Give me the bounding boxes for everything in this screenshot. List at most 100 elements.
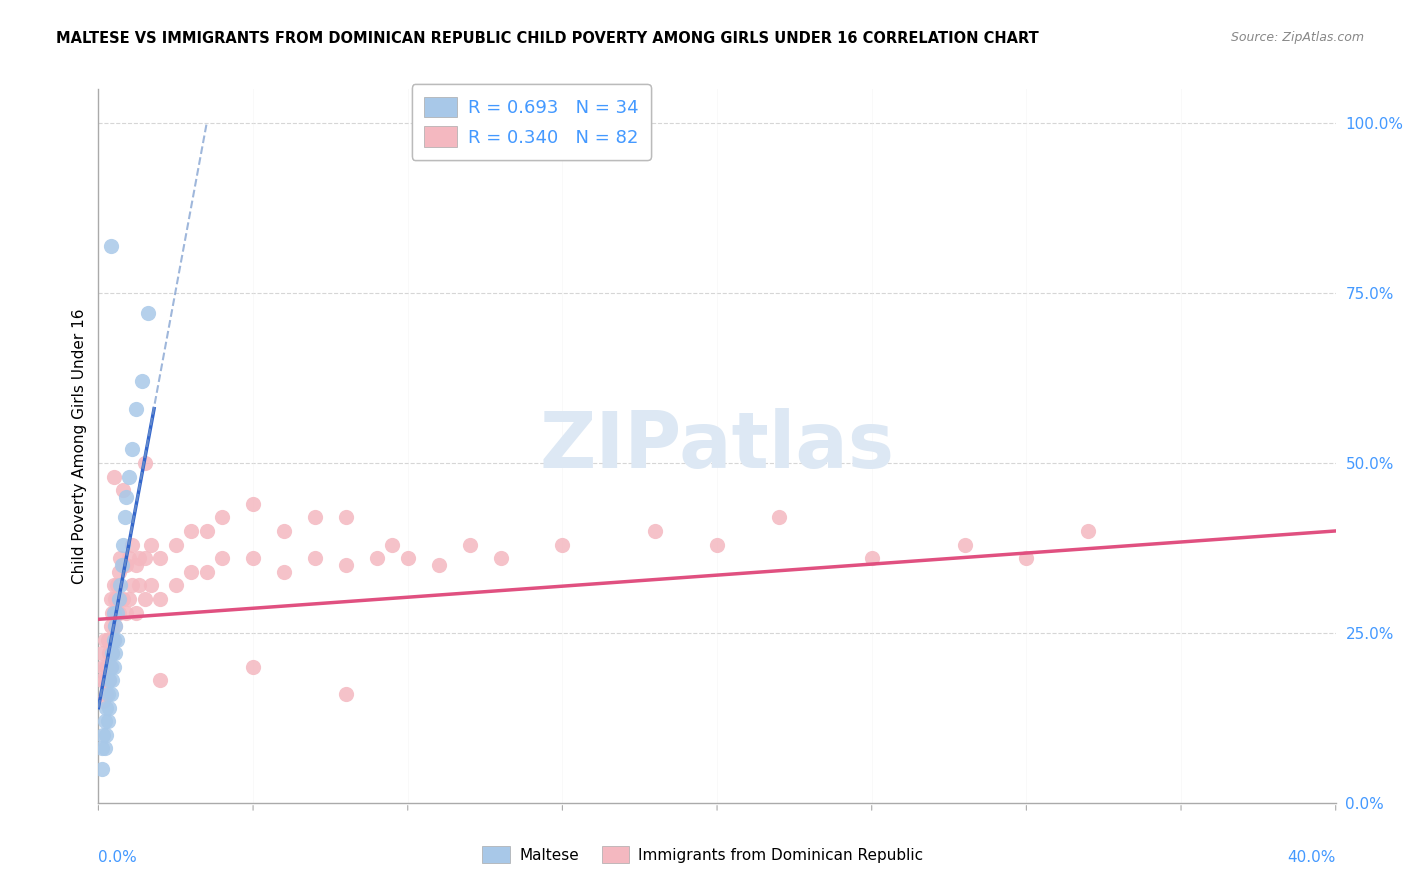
- Point: [489, 551, 512, 566]
- Point: [93, 673, 115, 688]
- Point: [112, 591, 135, 606]
- Point: [96, 687, 118, 701]
- Point: [98, 673, 121, 688]
- Point: [242, 497, 264, 511]
- Text: Source: ZipAtlas.com: Source: ZipAtlas.com: [1230, 31, 1364, 45]
- Point: [195, 524, 218, 538]
- Point: [100, 687, 122, 701]
- Point: [105, 578, 128, 592]
- Point: [195, 565, 218, 579]
- Point: [96, 660, 118, 674]
- Point: [90, 673, 112, 688]
- Point: [128, 551, 150, 566]
- Point: [101, 673, 124, 688]
- Point: [90, 762, 112, 776]
- Point: [103, 632, 125, 647]
- Point: [335, 687, 357, 701]
- Point: [111, 558, 134, 572]
- Point: [96, 700, 118, 714]
- Point: [180, 524, 202, 538]
- Text: 40.0%: 40.0%: [1288, 850, 1336, 865]
- Point: [107, 565, 129, 579]
- Point: [211, 510, 233, 524]
- Point: [427, 558, 450, 572]
- Point: [100, 660, 122, 674]
- Point: [101, 646, 124, 660]
- Point: [108, 551, 131, 566]
- Point: [273, 565, 295, 579]
- Point: [121, 442, 143, 457]
- Point: [115, 490, 138, 504]
- Point: [107, 606, 129, 620]
- Point: [121, 578, 143, 592]
- Point: [108, 578, 131, 592]
- Point: [124, 401, 146, 416]
- Point: [104, 591, 127, 606]
- Point: [93, 714, 115, 729]
- Point: [97, 660, 120, 674]
- Point: [366, 551, 388, 566]
- Text: ZIPatlas: ZIPatlas: [540, 408, 894, 484]
- Point: [118, 551, 141, 566]
- Point: [860, 551, 883, 566]
- Point: [103, 578, 125, 592]
- Point: [458, 537, 481, 551]
- Point: [124, 606, 146, 620]
- Point: [149, 551, 172, 566]
- Point: [91, 660, 114, 674]
- Point: [165, 537, 187, 551]
- Point: [100, 619, 122, 633]
- Y-axis label: Child Poverty Among Girls Under 16: Child Poverty Among Girls Under 16: [72, 309, 87, 583]
- Point: [112, 558, 135, 572]
- Point: [100, 660, 122, 674]
- Point: [149, 591, 172, 606]
- Point: [101, 646, 124, 660]
- Point: [396, 551, 419, 566]
- Point: [114, 510, 136, 524]
- Point: [134, 551, 156, 566]
- Point: [97, 632, 120, 647]
- Point: [107, 591, 129, 606]
- Point: [124, 558, 146, 572]
- Point: [103, 606, 125, 620]
- Point: [381, 537, 404, 551]
- Point: [242, 551, 264, 566]
- Point: [103, 660, 125, 674]
- Point: [103, 606, 125, 620]
- Point: [101, 606, 124, 620]
- Text: 0.0%: 0.0%: [98, 850, 138, 865]
- Point: [335, 558, 357, 572]
- Point: [90, 741, 112, 756]
- Point: [139, 578, 162, 592]
- Text: MALTESE VS IMMIGRANTS FROM DOMINICAN REPUBLIC CHILD POVERTY AMONG GIRLS UNDER 16: MALTESE VS IMMIGRANTS FROM DOMINICAN REP…: [56, 31, 1039, 46]
- Point: [304, 510, 326, 524]
- Point: [304, 551, 326, 566]
- Point: [134, 456, 156, 470]
- Point: [103, 469, 125, 483]
- Point: [104, 619, 127, 633]
- Point: [98, 646, 121, 660]
- Point: [180, 565, 202, 579]
- Point: [149, 673, 172, 688]
- Point: [121, 537, 143, 551]
- Point: [91, 694, 114, 708]
- Point: [118, 591, 141, 606]
- Point: [242, 660, 264, 674]
- Point: [139, 537, 162, 551]
- Point: [98, 700, 121, 714]
- Point: [105, 632, 128, 647]
- Point: [104, 619, 127, 633]
- Legend: R = 0.693   N = 34, R = 0.340   N = 82: R = 0.693 N = 34, R = 0.340 N = 82: [412, 84, 651, 160]
- Point: [273, 524, 295, 538]
- Point: [768, 510, 790, 524]
- Point: [97, 687, 120, 701]
- Point: [100, 238, 122, 252]
- Point: [211, 551, 233, 566]
- Point: [165, 578, 187, 592]
- Point: [98, 673, 121, 688]
- Point: [103, 632, 125, 647]
- Point: [136, 306, 159, 320]
- Point: [100, 591, 122, 606]
- Point: [91, 728, 114, 742]
- Point: [706, 537, 728, 551]
